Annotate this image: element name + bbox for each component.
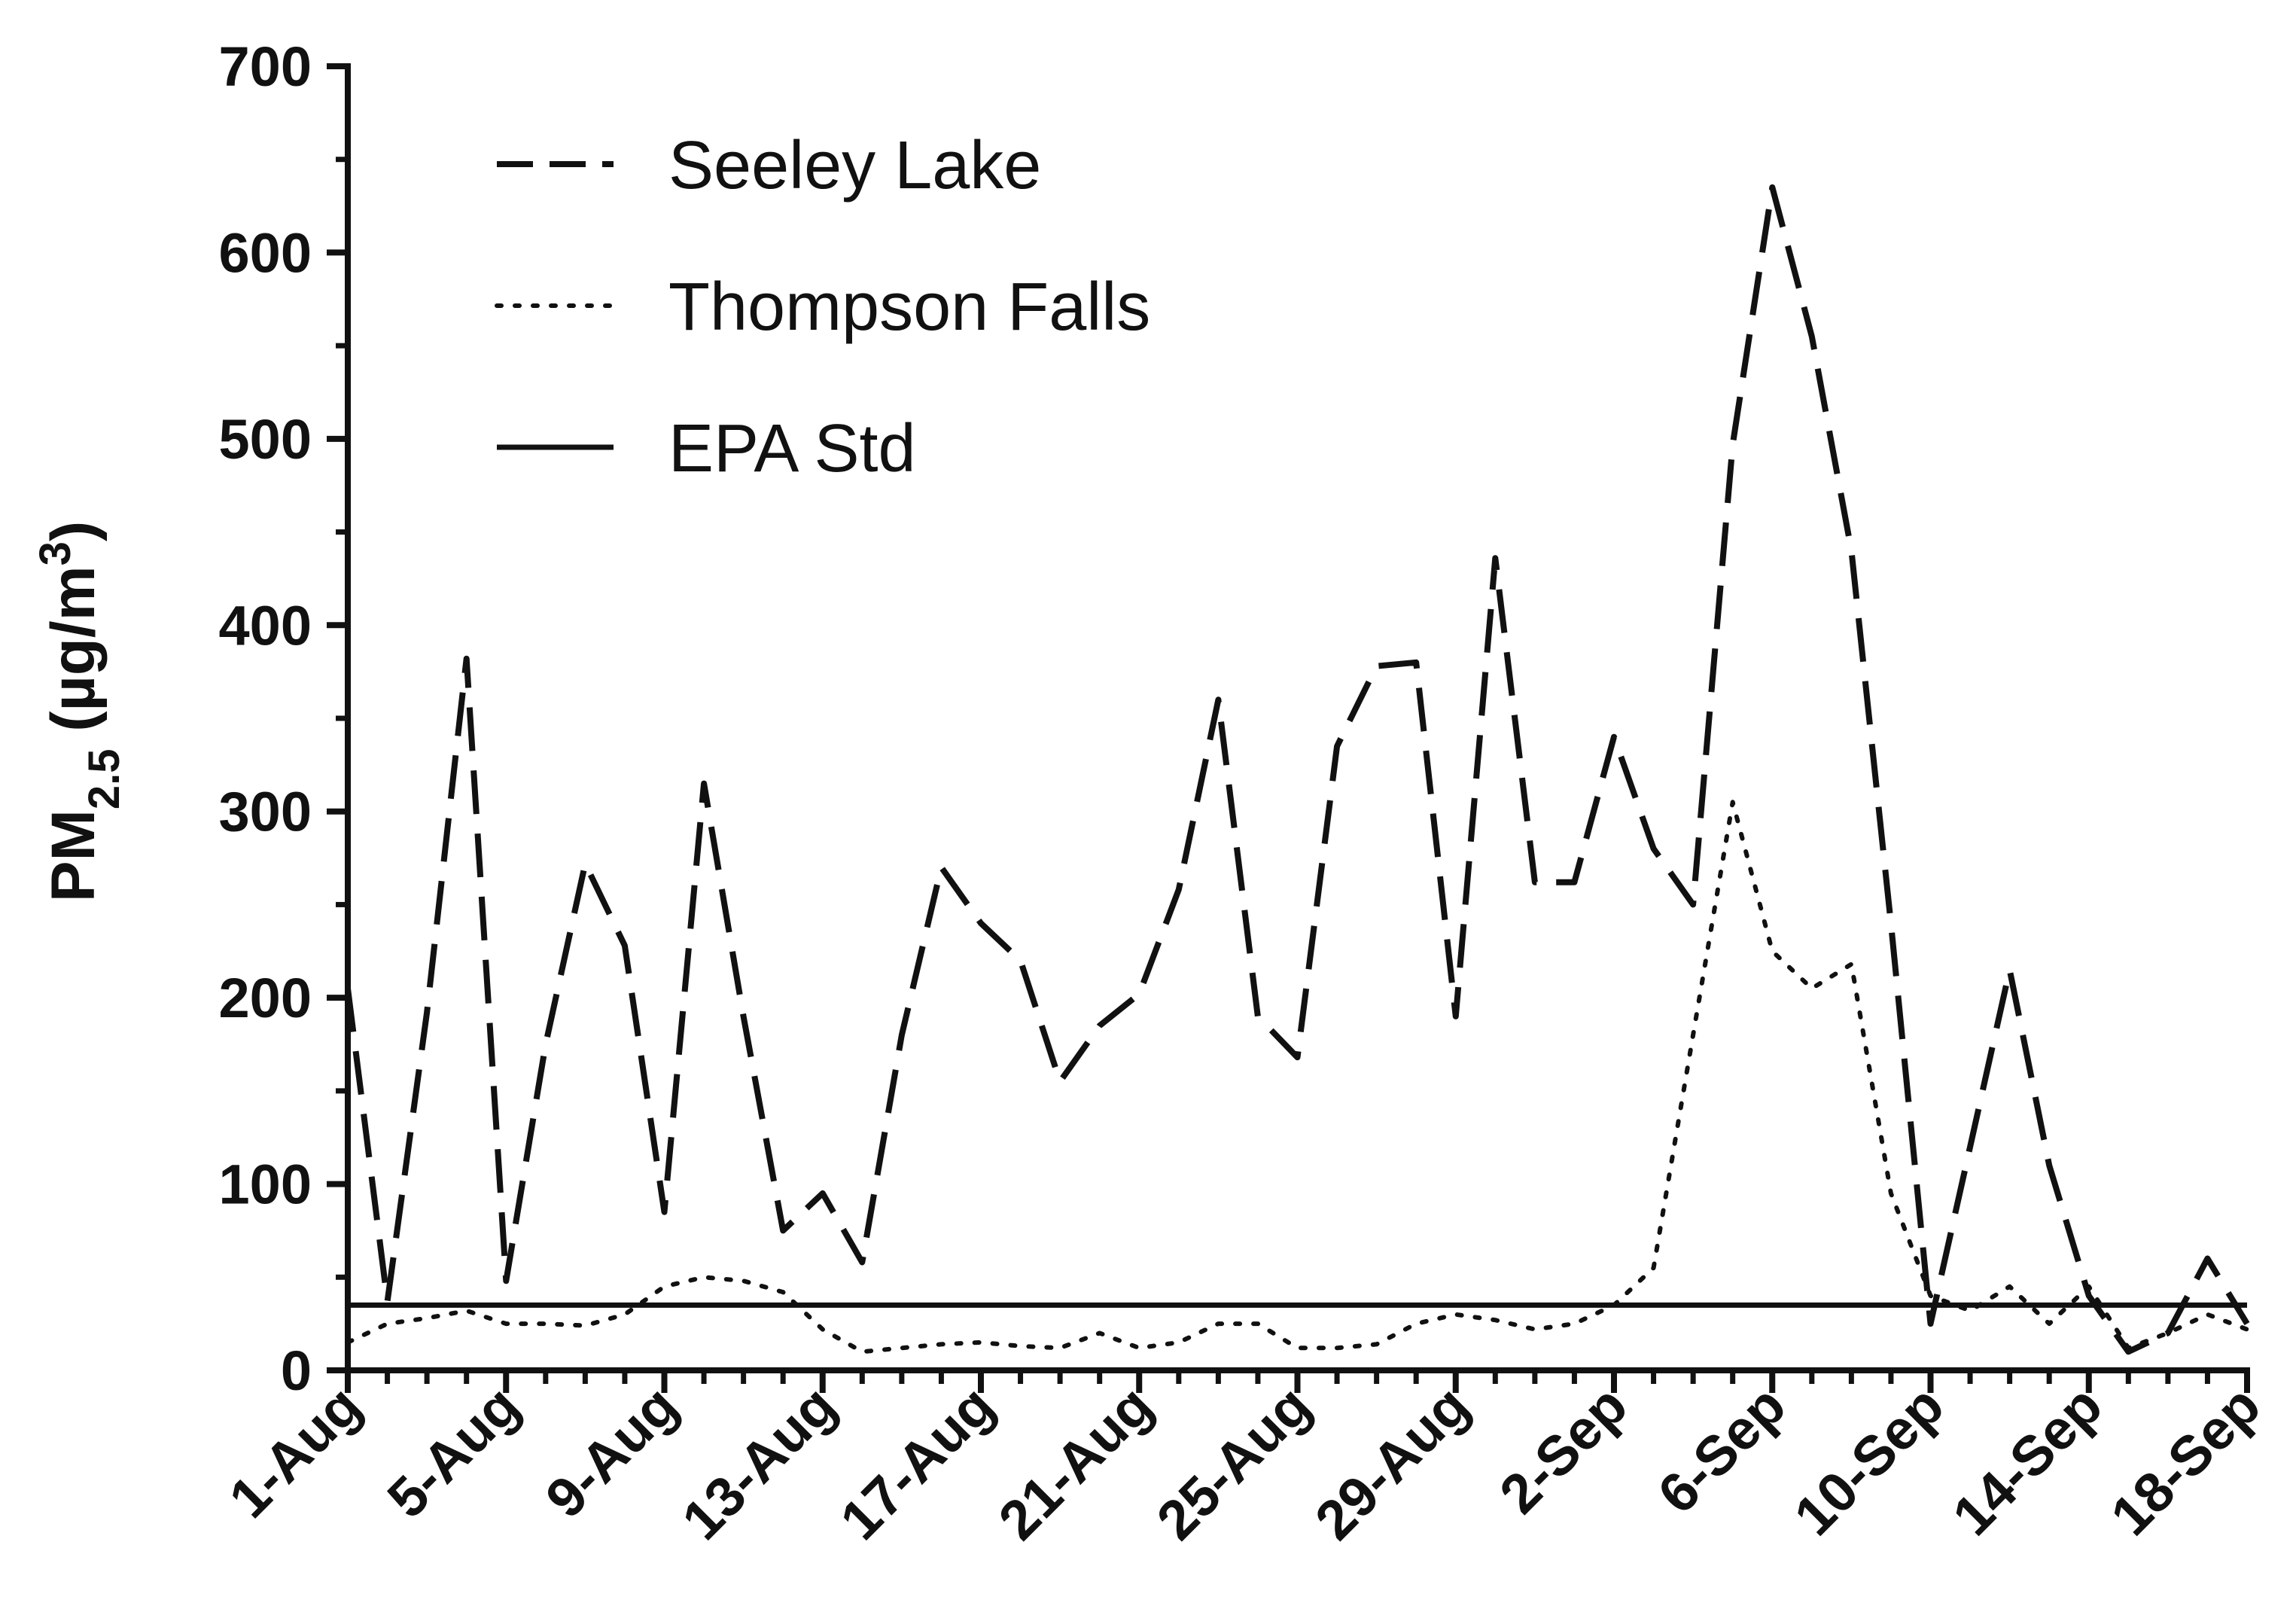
- y-axis-title-unit-open: (µg/m: [39, 565, 108, 748]
- x-tick-label: 5-Aug: [376, 1374, 531, 1530]
- y-axis-title: PM2.5 (µg/m3): [31, 521, 129, 902]
- x-tick-label: 9-Aug: [534, 1374, 690, 1530]
- x-tick-label: 29-Aug: [1303, 1374, 1481, 1552]
- plot-area: [345, 184, 2250, 1355]
- x-tick-label: 13-Aug: [670, 1374, 848, 1552]
- y-tick-label: 600: [219, 221, 312, 284]
- y-axis-title-unit-close: ): [39, 521, 108, 541]
- y-tick-label: 100: [219, 1153, 312, 1216]
- y-axis: 0 100 200 300 400 500 600 700: [219, 35, 351, 1402]
- y-tick-label: 500: [219, 408, 312, 471]
- x-tick-label: 14-Sep: [1941, 1374, 2114, 1547]
- x-tick-label: 21-Aug: [987, 1374, 1165, 1552]
- x-tick-label: 17-Aug: [828, 1374, 1006, 1552]
- x-tick-label: 25-Aug: [1145, 1374, 1323, 1552]
- series-line-seeley-lake: [345, 184, 2250, 1355]
- x-tick-label: 2-Sep: [1488, 1374, 1639, 1525]
- y-tick-label: 700: [219, 35, 312, 98]
- y-tick-label: 200: [219, 967, 312, 1029]
- x-tick-label: 6-Sep: [1646, 1374, 1797, 1525]
- y-axis-title-subscript: 2.5: [80, 749, 129, 810]
- x-tick-label: 18-Sep: [2099, 1374, 2272, 1547]
- y-tick-label: 300: [219, 781, 312, 843]
- legend-label: Seeley Lake: [668, 128, 1041, 203]
- x-axis: 1-Aug 5-Aug 9-Aug13-Aug17-Aug21-Aug25-Aug2…: [217, 1367, 2272, 1552]
- y-axis-title-main: PM: [39, 809, 108, 902]
- legend: Seeley Lake Thompson Falls EPA Std: [495, 128, 1150, 486]
- y-tick-label: 400: [219, 594, 312, 657]
- y-tick-label: 0: [281, 1339, 312, 1402]
- legend-label: EPA Std: [668, 411, 916, 486]
- legend-label: Thompson Falls: [668, 270, 1150, 345]
- y-axis-title-superscript: 3: [31, 541, 80, 565]
- x-tick-label: 10-Sep: [1783, 1374, 1956, 1547]
- series-line-thompson-falls: [346, 800, 2249, 1355]
